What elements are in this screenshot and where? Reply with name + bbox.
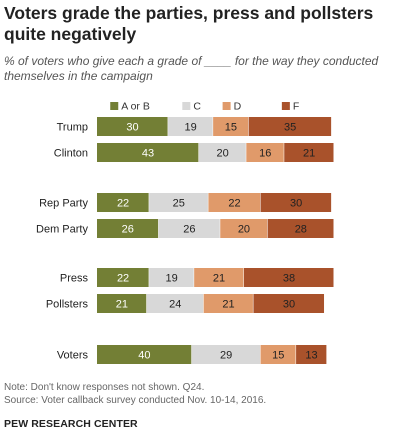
legend-label-2: D — [234, 101, 242, 113]
bar-value-label: 24 — [169, 299, 181, 311]
bar-segment — [284, 143, 334, 162]
legend-swatch-0 — [110, 102, 119, 110]
category-label: Trump — [57, 122, 88, 134]
bar-value-label: 30 — [283, 299, 295, 311]
bar-segment — [203, 294, 253, 313]
bar-segment — [253, 294, 325, 313]
bar-segment — [97, 268, 149, 287]
bar-value-label: 21 — [222, 299, 234, 311]
bar-segment — [246, 143, 284, 162]
legend-swatch-2 — [222, 102, 231, 110]
bar-value-label: 15 — [225, 122, 237, 134]
bar-value-label: 22 — [228, 198, 240, 210]
bar-value-label: 28 — [295, 224, 307, 236]
bar-value-label: 21 — [213, 273, 225, 285]
bar-segment — [168, 117, 213, 136]
bar-segment — [243, 268, 334, 287]
category-label: Rep Party — [39, 198, 88, 210]
bar-value-label: 16 — [259, 148, 271, 160]
bar-value-label: 38 — [283, 273, 295, 285]
bar-segment — [149, 193, 208, 212]
bar-value-label: 19 — [184, 122, 196, 134]
category-label: Dem Party — [36, 224, 88, 236]
bar-segment — [191, 345, 261, 364]
brand-label: PEW RESEARCH CENTER — [4, 418, 138, 430]
footer-source: Source: Voter callback survey conducted … — [4, 395, 267, 406]
bar-segment — [149, 268, 194, 287]
bar-segment — [260, 193, 332, 212]
bar-segment — [220, 219, 268, 238]
footer-note: Note: Don't know responses not shown. Q2… — [4, 382, 205, 393]
bar-segment — [97, 117, 168, 136]
bar-value-label: 43 — [142, 148, 154, 160]
bar-segment — [198, 143, 246, 162]
category-label: Press — [60, 273, 89, 285]
legend-swatch-1 — [182, 102, 191, 110]
legend-label-3: F — [293, 101, 299, 113]
bar-segment — [260, 345, 296, 364]
bar-value-label: 22 — [117, 198, 129, 210]
bar-segment — [97, 193, 149, 212]
bar-value-label: 19 — [166, 273, 178, 285]
legend-label-0: A or B — [121, 101, 150, 113]
bar-value-label: 20 — [238, 224, 250, 236]
bar-segment — [248, 117, 332, 136]
bar-value-label: 40 — [138, 350, 150, 362]
bar-value-label: 21 — [116, 299, 128, 311]
bar-value-label: 22 — [117, 273, 129, 285]
bar-segment — [97, 143, 199, 162]
bar-segment — [158, 219, 220, 238]
bar-segment — [97, 294, 147, 313]
legend-label-1: C — [193, 101, 201, 113]
bar-segment — [97, 345, 192, 364]
chart-subtitle: % of voters who give each a grade of ___… — [4, 54, 379, 83]
bar-segment — [296, 345, 327, 364]
bar-value-label: 29 — [220, 350, 232, 362]
bar-segment — [208, 193, 261, 212]
bar-value-label: 35 — [284, 122, 296, 134]
bar-value-label: 26 — [122, 224, 134, 236]
legend-swatch-3 — [281, 102, 290, 110]
bar-segment — [194, 268, 244, 287]
bar-segment — [97, 219, 159, 238]
category-label: Voters — [57, 350, 89, 362]
category-label: Pollsters — [46, 299, 89, 311]
category-label: Clinton — [54, 148, 88, 160]
bar-segment — [267, 219, 334, 238]
bar-value-label: 30 — [126, 122, 138, 134]
bar-value-label: 13 — [305, 350, 317, 362]
bar-value-label: 30 — [290, 198, 302, 210]
bar-value-label: 25 — [173, 198, 185, 210]
bar-value-label: 21 — [303, 148, 315, 160]
bar-value-label: 20 — [216, 148, 228, 160]
bar-value-label: 15 — [272, 350, 284, 362]
chart-title: Voters grade the parties, press and poll… — [4, 3, 374, 44]
bar-segment — [146, 294, 204, 313]
bar-value-label: 26 — [183, 224, 195, 236]
bar-segment — [213, 117, 249, 136]
